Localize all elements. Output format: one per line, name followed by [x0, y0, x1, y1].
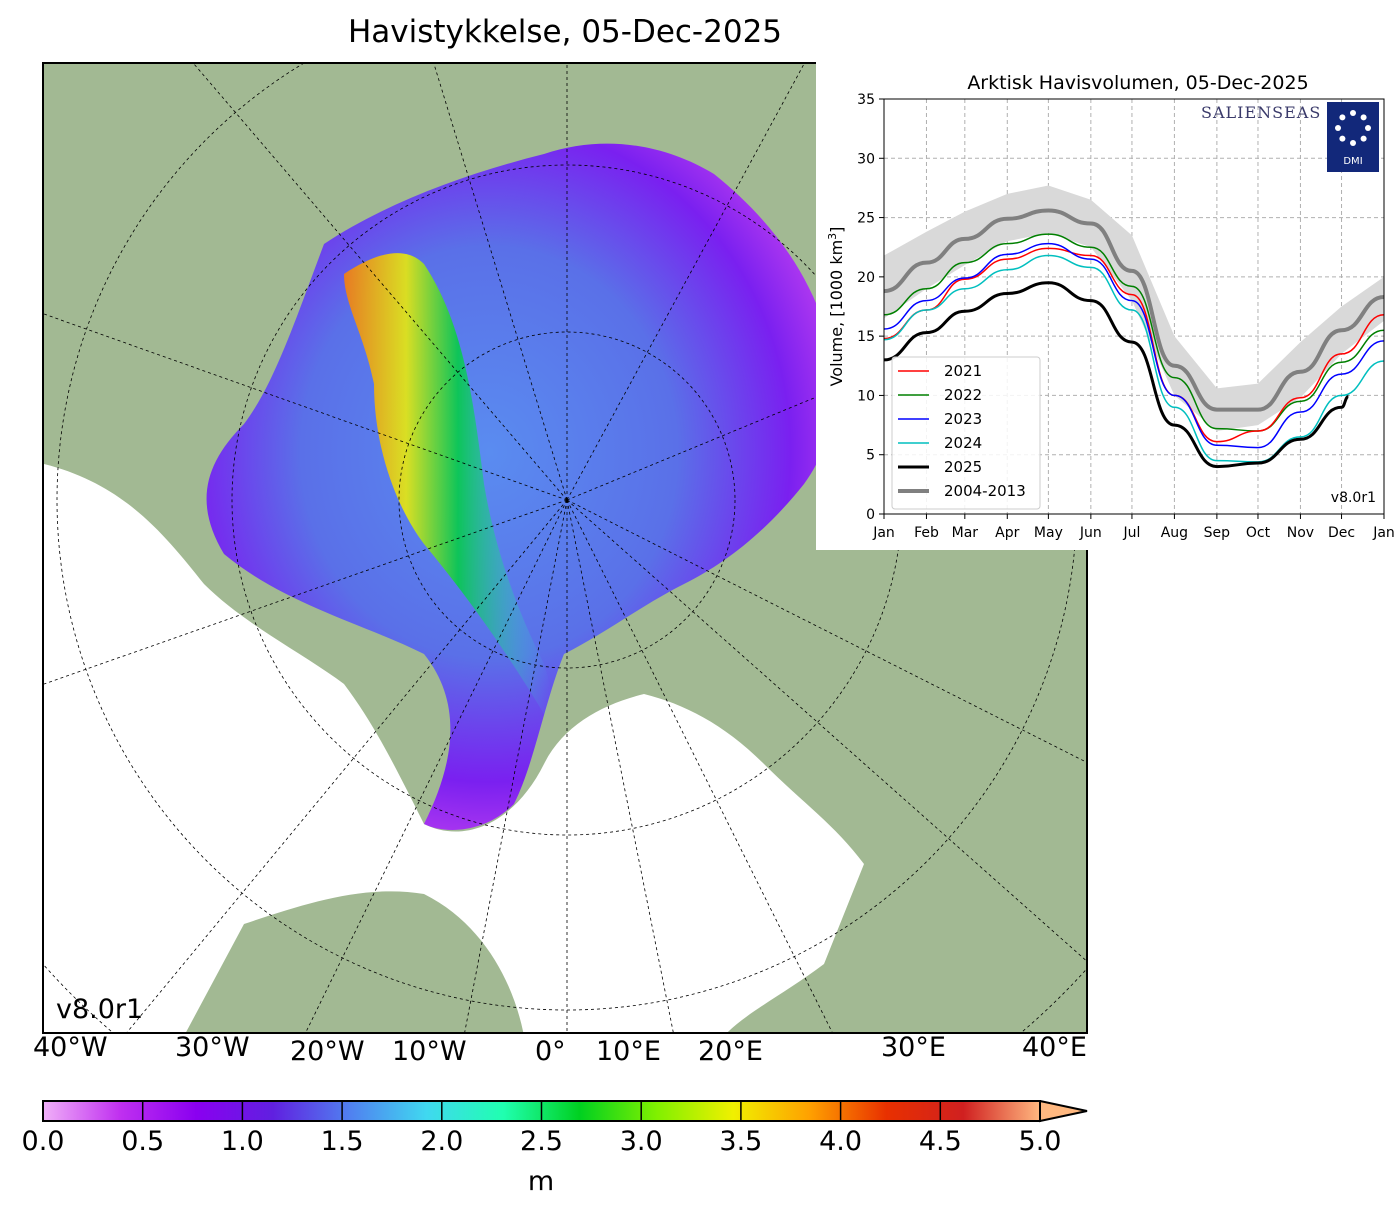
series-line-2024	[883, 254, 1385, 463]
colorbar-tick-label: 5.0	[1018, 1126, 1062, 1157]
lon-label: 40°W	[33, 1032, 108, 1063]
colorbar-tick-label: 4.0	[819, 1126, 863, 1157]
volume-chart-inset: Arktisk Havisvolumen, 05-Dec-2025 0 5 10 15 2…	[816, 62, 1400, 550]
y-tick-label: 25	[857, 211, 875, 227]
map-title: Havistykkelse, 05-Dec-2025	[347, 14, 783, 50]
legend-label: 2004-2013	[944, 482, 1026, 500]
dmi-logo: DMI	[1327, 102, 1379, 172]
x-tick-label: Oct	[1246, 525, 1271, 541]
legend: 2021 2022 2023 2024 2025 2004-2013	[891, 356, 1041, 510]
lon-label: 20°E	[698, 1036, 763, 1067]
x-tick-label: Apr	[995, 525, 1019, 541]
lon-label: 10°E	[596, 1036, 661, 1067]
lon-label: 40°E	[1022, 1032, 1087, 1063]
lon-label: 30°W	[175, 1032, 250, 1063]
y-tick-label: 15	[857, 329, 875, 345]
colorbar-extend-arrow	[1039, 1100, 1088, 1123]
thick-ice-band	[344, 253, 552, 714]
salienseas-logo: SALIENSEAS	[1201, 103, 1321, 122]
chart-title: Arktisk Havisvolumen, 05-Dec-2025	[967, 72, 1308, 94]
svg-text:DMI: DMI	[1343, 156, 1362, 167]
colorbar-tick-label: 1.0	[220, 1126, 264, 1157]
y-tick-label: 0	[866, 507, 875, 523]
x-tick-label: Dec	[1328, 525, 1355, 541]
x-tick-label: Aug	[1161, 525, 1188, 541]
x-tick-label: Sep	[1204, 525, 1231, 541]
colorbar-tick-label: 0.0	[21, 1126, 65, 1157]
series-line-2025	[883, 281, 1349, 469]
volume-chart: Arktisk Havisvolumen, 05-Dec-2025 0 5 10 15 2…	[826, 72, 1395, 541]
legend-label: 2023	[944, 410, 982, 428]
series-line-2004-2013	[883, 208, 1385, 412]
x-tick-label: Jul	[1122, 525, 1140, 541]
legend-label: 2025	[944, 458, 982, 476]
legend-label: 2024	[944, 434, 982, 452]
map-version-label: v8.0r1	[56, 994, 144, 1025]
colorbar-tick-label: 3.5	[719, 1126, 763, 1157]
colorbar-tick-label: 4.5	[918, 1126, 962, 1157]
series-line-2023	[883, 242, 1385, 449]
legend-label: 2022	[944, 386, 982, 404]
colorbar-tick-label: 2.5	[520, 1126, 563, 1157]
x-tick-label: Nov	[1287, 525, 1314, 541]
series-line-2021	[883, 247, 1385, 443]
x-tick-label: Feb	[914, 525, 939, 541]
lon-label: 0°	[535, 1036, 566, 1067]
lon-label: 10°W	[392, 1036, 467, 1067]
x-tick-label: Jan	[872, 525, 895, 541]
colorbar-unit: m	[527, 1166, 555, 1197]
colorbar-tick-label: 3.0	[619, 1126, 663, 1157]
series-line-2022	[883, 233, 1385, 432]
x-tick-label: Mar	[952, 525, 979, 541]
colorbar-tick-label: 0.5	[121, 1126, 165, 1157]
y-tick-label: 20	[857, 270, 875, 286]
y-tick-label: 35	[857, 92, 875, 108]
chart-version-label: v8.0r1	[1331, 490, 1376, 506]
lon-label: 30°E	[881, 1032, 946, 1063]
plot-frame	[883, 98, 1385, 515]
y-axis-label: Volume, [1000 km3]	[826, 227, 847, 387]
lon-label: 20°W	[290, 1036, 365, 1067]
ocean	[44, 464, 864, 1032]
x-tick-label: Jan	[1372, 525, 1395, 541]
x-tick-label: May	[1034, 525, 1063, 541]
colorbar-tick-label: 1.5	[320, 1126, 364, 1157]
y-tick-label: 10	[857, 388, 875, 404]
x-tick-label: Jun	[1079, 525, 1102, 541]
legend-label: 2021	[944, 362, 982, 380]
colorbar-tick-label: 2.0	[420, 1126, 464, 1157]
y-tick-label: 5	[866, 448, 875, 464]
colorbar	[42, 1100, 1088, 1123]
y-tick-label: 30	[857, 151, 875, 167]
